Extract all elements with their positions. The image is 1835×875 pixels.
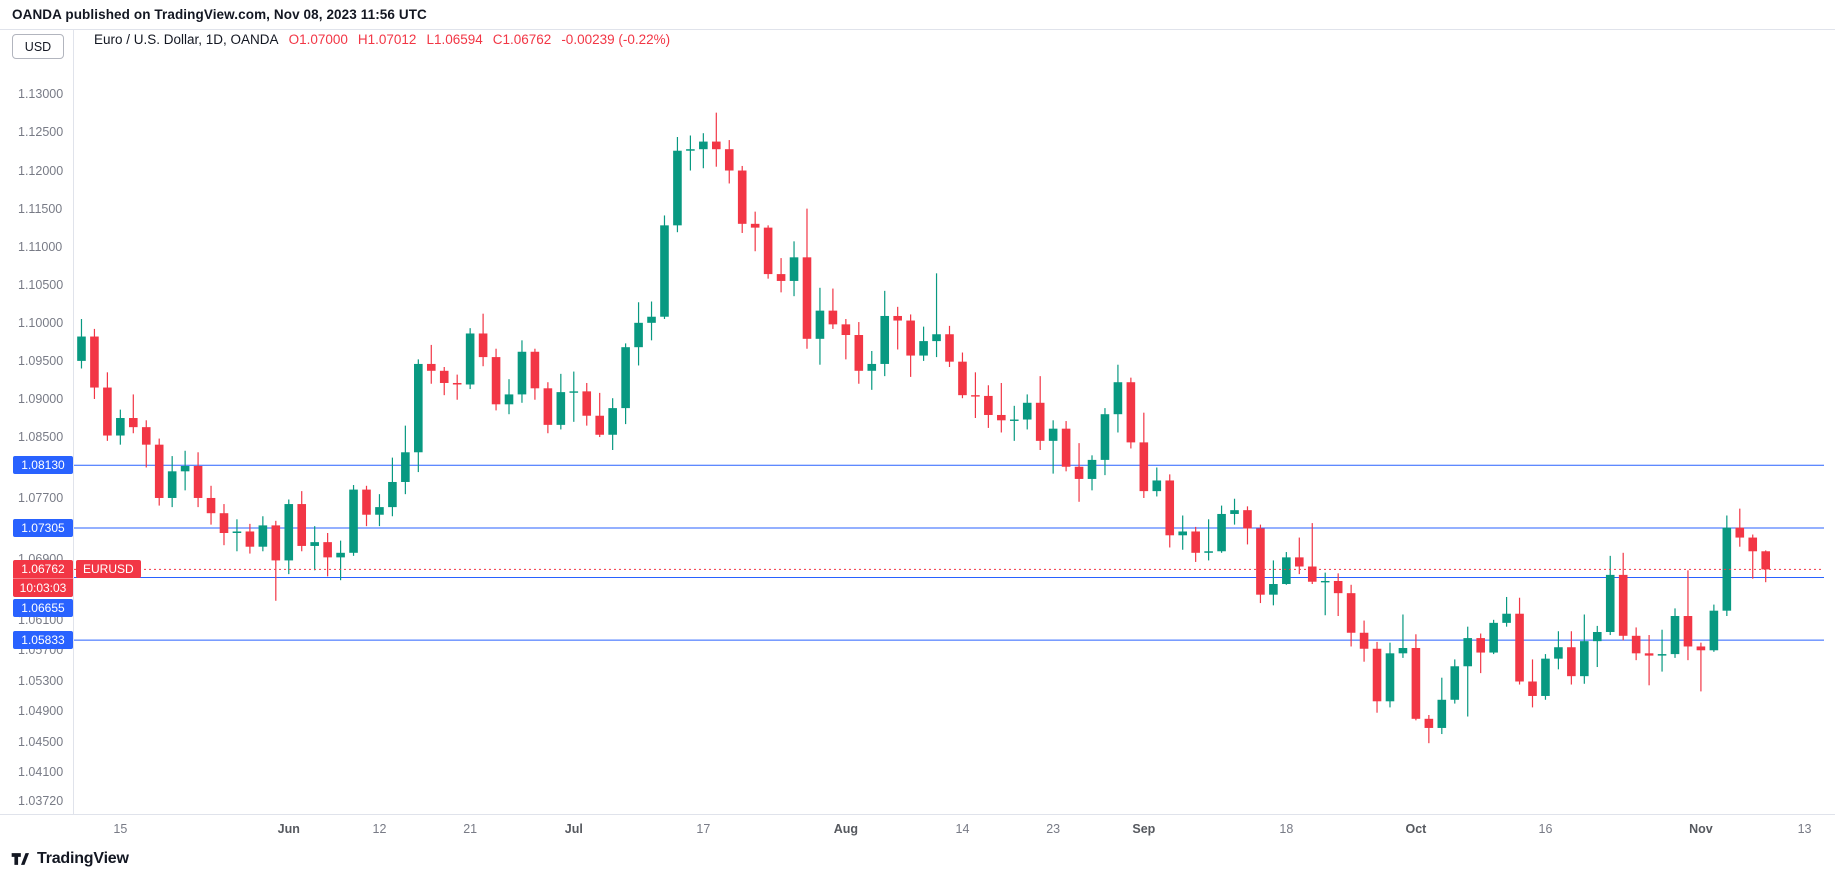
symbol-title[interactable]: Euro / U.S. Dollar, 1D, OANDA xyxy=(94,32,279,47)
price-axis-label: 1.11000 xyxy=(18,239,63,254)
bar-countdown: 10:03:03 xyxy=(13,578,73,597)
price-axis-label: 1.04500 xyxy=(18,734,64,749)
time-axis-day-label: 14 xyxy=(955,822,970,836)
tradingview-link[interactable]: TradingView xyxy=(10,849,129,869)
tradingview-logo-text: TradingView xyxy=(37,850,129,867)
time-axis-day-label: 15 xyxy=(113,822,128,836)
price-axis-label: 1.09500 xyxy=(18,353,64,368)
time-axis-month-label: Jun xyxy=(277,822,300,836)
level-price-badge[interactable]: 1.07305 xyxy=(13,519,73,538)
time-axis-day-label: 23 xyxy=(1046,822,1061,836)
price-axis-label: 1.09000 xyxy=(18,391,64,406)
time-axis-month-label: Nov xyxy=(1689,822,1713,836)
price-axis-label: 1.12000 xyxy=(18,163,64,178)
price-axis-label: 1.10500 xyxy=(18,277,64,292)
price-axis-label: 1.07700 xyxy=(18,490,64,505)
price-axis-label: 1.10000 xyxy=(18,315,64,330)
price-line-symbol-tag: EURUSD xyxy=(76,560,141,579)
footer: TradingView xyxy=(10,845,129,873)
legend-open-value: O1.07000 xyxy=(288,32,348,47)
price-axis-label: 1.13000 xyxy=(18,87,64,102)
time-axis-day-label: 12 xyxy=(372,822,387,836)
time-axis-month-label: Jul xyxy=(564,822,583,836)
legend-low-value: L1.06594 xyxy=(426,32,483,47)
level-price-badge[interactable]: 1.05833 xyxy=(13,631,73,650)
time-axis-month-label: Aug xyxy=(833,822,858,836)
tradingview-logo-icon xyxy=(11,853,29,865)
price-axis-label: 1.05300 xyxy=(18,673,64,688)
publish-info: OANDA published on TradingView.com, Nov … xyxy=(12,7,427,22)
price-axis-label: 1.11500 xyxy=(18,201,63,216)
last-price-badge: 1.06762 10:03:03 xyxy=(13,560,73,598)
legend-close-value: C1.06762 xyxy=(492,32,552,47)
time-axis-day-label: 21 xyxy=(463,822,478,836)
price-axis-label: 1.04100 xyxy=(18,765,64,780)
time-axis-month-label: Sep xyxy=(1132,822,1156,836)
price-axis-label: 1.12500 xyxy=(18,125,64,140)
time-axis-day-label: 16 xyxy=(1538,822,1553,836)
last-price-value: 1.06762 xyxy=(21,562,65,577)
time-axis-day-label: 18 xyxy=(1279,822,1294,836)
level-price-badge[interactable]: 1.08130 xyxy=(13,456,73,475)
price-axis-unit-button[interactable]: USD xyxy=(12,34,64,59)
price-axis-label: 1.04900 xyxy=(18,704,64,719)
time-axis-month-label: Oct xyxy=(1405,822,1427,836)
legend-high-value: H1.07012 xyxy=(357,32,417,47)
price-axis-label: 1.08500 xyxy=(18,430,64,445)
level-price-badge[interactable]: 1.06655 xyxy=(13,599,73,618)
legend-change-value: -0.00239 (-0.22%) xyxy=(561,32,671,47)
price-axis-label: 1.03720 xyxy=(18,794,64,809)
time-axis-day-label: 13 xyxy=(1797,822,1812,836)
symbol-legend[interactable]: Euro / U.S. Dollar, 1D, OANDA O1.07000 H… xyxy=(94,31,670,49)
time-axis-day-label: 17 xyxy=(696,822,711,836)
